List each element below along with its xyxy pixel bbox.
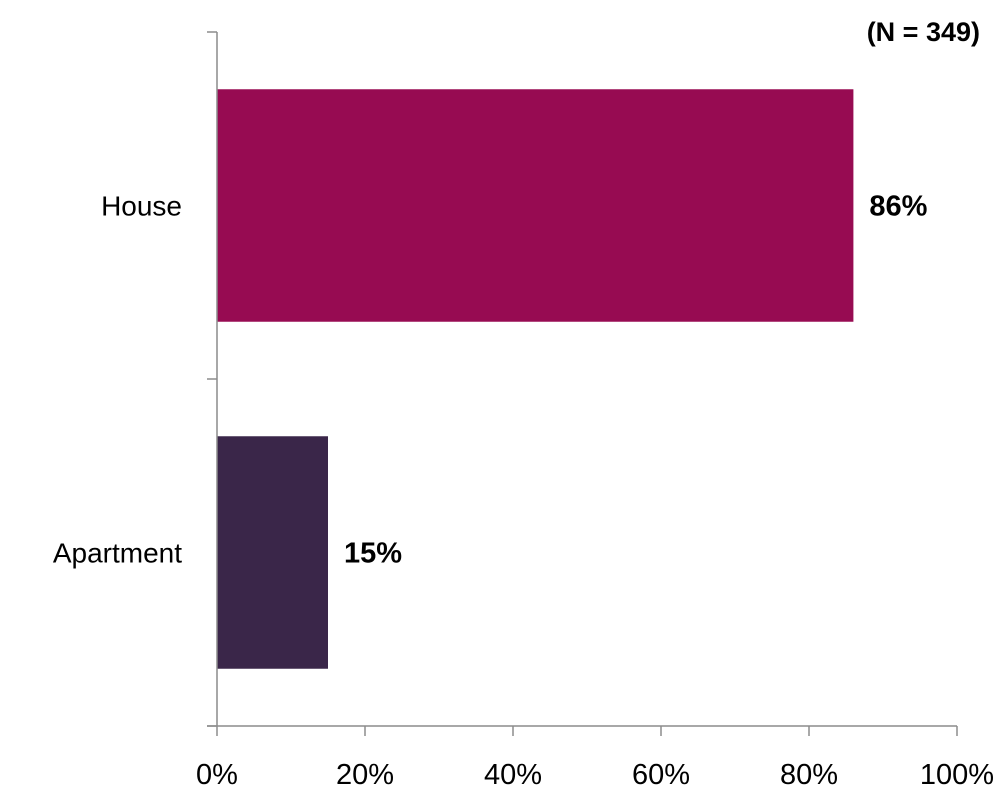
bars-group	[217, 89, 854, 669]
sample-size-note: (N = 349)	[867, 17, 980, 47]
labels-group: House 86% Apartment 15% 0% 20% 40% 60% 80% 100%	[53, 191, 994, 792]
x-tick-label: 60%	[632, 759, 690, 791]
bar-apartment	[217, 436, 328, 669]
bar-house	[217, 89, 854, 322]
x-tick-label: 40%	[484, 759, 542, 791]
data-label-apartment: 15%	[344, 538, 402, 570]
axes-group	[207, 31, 958, 736]
category-label-apartment: Apartment	[53, 538, 182, 569]
x-tick-label: 20%	[336, 759, 394, 791]
x-tick-label: 0%	[196, 759, 238, 791]
x-tick-label: 80%	[780, 759, 838, 791]
x-tick-label: 100%	[920, 759, 994, 791]
data-label-house: 86%	[869, 191, 927, 223]
category-label-house: House	[101, 191, 182, 222]
